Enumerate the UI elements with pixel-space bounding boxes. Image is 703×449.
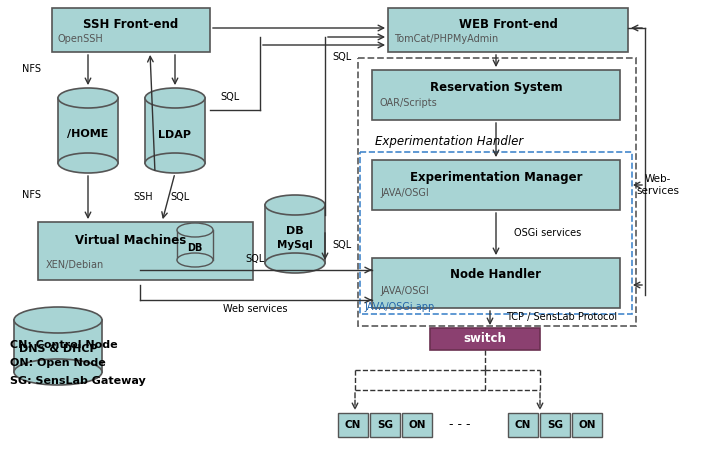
Text: SSH Front-end: SSH Front-end — [84, 18, 179, 31]
Text: CN: Control Node: CN: Control Node — [10, 340, 117, 350]
Text: SG: SensLab Gateway: SG: SensLab Gateway — [10, 376, 146, 386]
Text: switch: switch — [463, 333, 506, 345]
Text: JAVA/OSGi app: JAVA/OSGi app — [364, 302, 434, 312]
Ellipse shape — [58, 88, 118, 108]
Bar — [508, 413, 538, 437]
Text: SQL: SQL — [245, 254, 264, 264]
Text: Web services: Web services — [223, 304, 288, 314]
Text: TCP / SensLab Protocol: TCP / SensLab Protocol — [506, 312, 617, 322]
Text: XEN/Debian: XEN/Debian — [46, 260, 104, 270]
Text: Node Handler: Node Handler — [451, 269, 541, 282]
Text: SG: SG — [377, 420, 393, 430]
Text: LDAP: LDAP — [158, 129, 191, 140]
Bar — [372, 70, 620, 120]
Text: ON: ON — [579, 420, 595, 430]
Text: SQL: SQL — [220, 92, 240, 102]
Ellipse shape — [58, 153, 118, 173]
Text: SQL: SQL — [332, 240, 352, 250]
Text: Web-
services: Web- services — [636, 174, 680, 196]
Text: DB: DB — [187, 243, 202, 253]
Bar — [58, 98, 118, 163]
Bar — [402, 413, 432, 437]
Text: NFS: NFS — [22, 64, 41, 74]
Bar — [338, 413, 368, 437]
Text: Experimentation Handler: Experimentation Handler — [375, 136, 523, 149]
Text: DB: DB — [286, 226, 304, 236]
Bar — [38, 222, 253, 280]
Ellipse shape — [265, 253, 325, 273]
Ellipse shape — [145, 153, 205, 173]
Text: NFS: NFS — [22, 190, 41, 200]
Text: SG: SG — [547, 420, 563, 430]
Bar — [572, 413, 602, 437]
Bar — [360, 152, 632, 314]
Text: CN: CN — [344, 420, 361, 430]
Bar — [358, 58, 636, 326]
Text: OAR/Scripts: OAR/Scripts — [380, 98, 438, 108]
Text: ON: Open Node: ON: Open Node — [10, 358, 105, 368]
Text: SSH: SSH — [133, 192, 153, 202]
Ellipse shape — [177, 253, 213, 267]
Bar — [265, 205, 325, 263]
Bar — [370, 413, 400, 437]
Text: - - -: - - - — [449, 418, 471, 431]
Bar — [372, 258, 620, 308]
Ellipse shape — [14, 307, 102, 333]
Bar — [430, 328, 540, 350]
Bar — [177, 230, 213, 260]
Text: SQL: SQL — [170, 192, 190, 202]
Text: SQL: SQL — [332, 52, 352, 62]
Ellipse shape — [177, 223, 213, 237]
Text: ON: ON — [408, 420, 426, 430]
Text: Reservation System: Reservation System — [430, 80, 562, 93]
Bar — [52, 8, 210, 52]
Text: Experimentation Manager: Experimentation Manager — [410, 171, 582, 184]
Text: MySql: MySql — [277, 240, 313, 250]
Ellipse shape — [145, 88, 205, 108]
Text: TomCat/PHPMyAdmin: TomCat/PHPMyAdmin — [394, 34, 498, 44]
Ellipse shape — [14, 359, 102, 385]
Text: DNS & DHCP: DNS & DHCP — [19, 344, 97, 354]
Bar — [14, 320, 102, 372]
Text: OSGi services: OSGi services — [515, 228, 581, 238]
Bar — [388, 8, 628, 52]
Ellipse shape — [265, 195, 325, 215]
Text: OpenSSH: OpenSSH — [58, 34, 104, 44]
Bar — [145, 98, 205, 163]
Text: Virtual Machines: Virtual Machines — [75, 233, 186, 247]
Text: JAVA/OSGI: JAVA/OSGI — [380, 188, 429, 198]
Bar — [372, 160, 620, 210]
Text: JAVA/OSGI: JAVA/OSGI — [380, 286, 429, 296]
Text: /HOME: /HOME — [67, 129, 109, 140]
Text: CN: CN — [515, 420, 531, 430]
Text: WEB Front-end: WEB Front-end — [458, 18, 557, 31]
Bar — [540, 413, 570, 437]
